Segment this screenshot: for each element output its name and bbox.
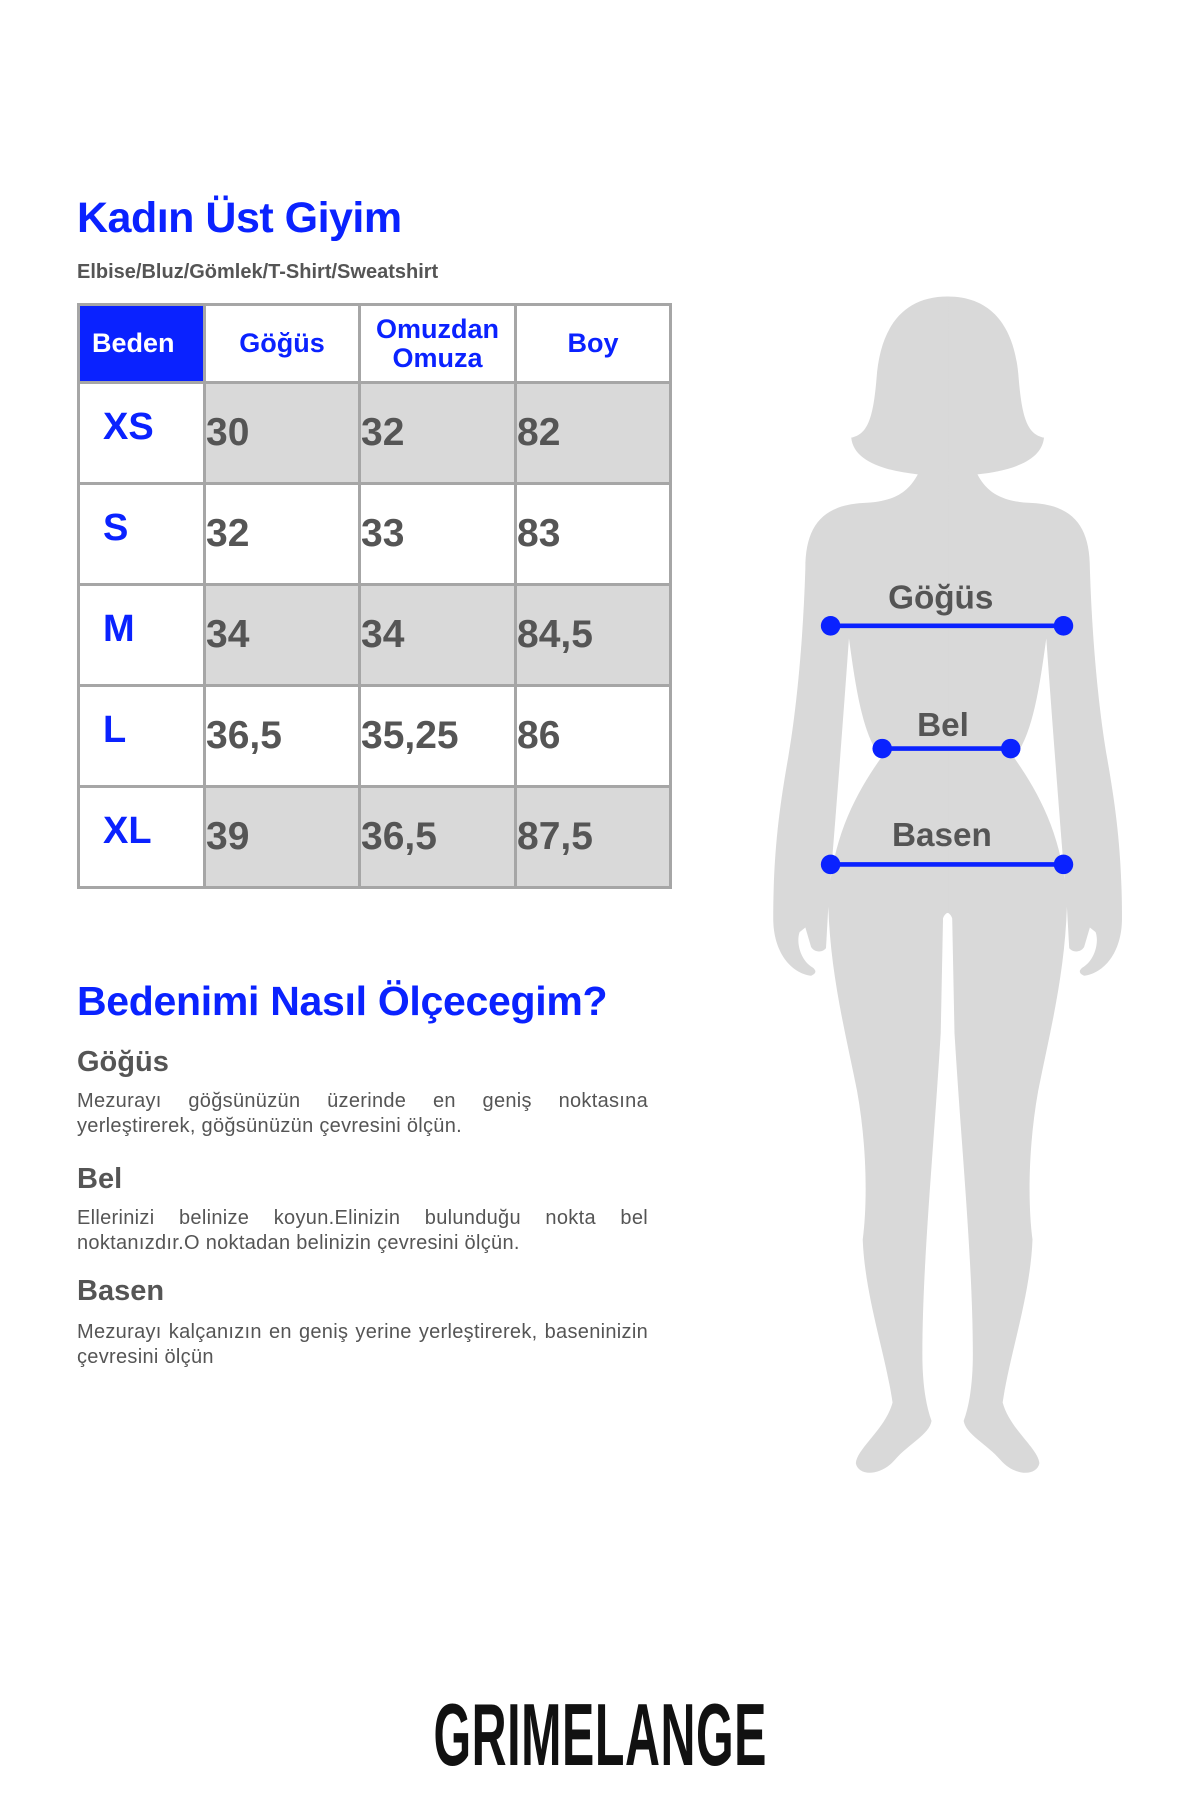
size-table: Beden Göğüs Omuzdan Omuza Boy XS 30 32 82… <box>77 303 672 889</box>
figure-label-waist: Bel <box>917 707 969 744</box>
waist-right-dot <box>1000 738 1021 759</box>
size-label: XS <box>77 381 206 485</box>
gogus-value: 30 <box>203 381 361 485</box>
chest-right-dot <box>1053 616 1074 636</box>
omuz-value: 34 <box>358 583 517 687</box>
chest-left-dot <box>820 616 841 636</box>
header-omuz-line2: Omuza <box>392 342 483 373</box>
gogus-value: 32 <box>203 482 361 586</box>
brand-logo-text: GRIMELANGE <box>433 1685 767 1784</box>
silhouette-left-half <box>773 296 949 1473</box>
section-text-basen: Mezurayı kalçanızın en geniş yerine yerl… <box>77 1321 648 1368</box>
header-beden: Beden <box>77 303 206 384</box>
table-row: XL 39 36,5 87,5 <box>77 785 672 889</box>
header-omuz: Omuzdan Omuza <box>358 303 517 384</box>
brand-logo: GRIMELANGE <box>0 1690 1200 1780</box>
header-gogus: Göğüs <box>203 303 361 384</box>
figure-label-chest: Göğüs <box>888 580 993 617</box>
boy-value: 82 <box>514 381 672 485</box>
section-heading-gogus: Göğüs <box>77 1046 169 1078</box>
header-boy: Boy <box>514 303 672 384</box>
hip-left-dot <box>820 854 841 875</box>
table-row: XS 30 32 82 <box>77 381 672 485</box>
boy-value: 86 <box>514 684 672 788</box>
size-label: XL <box>77 785 206 889</box>
boy-value: 83 <box>514 482 672 586</box>
size-label: M <box>77 583 206 687</box>
gogus-value: 34 <box>203 583 361 687</box>
gogus-value: 39 <box>203 785 361 889</box>
silhouette <box>773 296 1122 1473</box>
boy-value: 84,5 <box>514 583 672 687</box>
size-label: S <box>77 482 206 586</box>
page-title: Kadın Üst Giyim <box>77 194 402 242</box>
table-row: M 34 34 84,5 <box>77 583 672 687</box>
boy-value: 87,5 <box>514 785 672 889</box>
figure-label-hip: Basen <box>892 817 992 854</box>
page-subtitle: Elbise/Bluz/Gömlek/T-Shirt/Sweatshirt <box>77 261 439 283</box>
silhouette-right-half <box>946 296 1122 1473</box>
section-heading-basen: Basen <box>77 1275 165 1307</box>
waist-left-dot <box>872 738 892 759</box>
omuz-value: 35,25 <box>358 684 517 788</box>
omuz-value: 32 <box>358 381 517 485</box>
table-header-row: Beden Göğüs Omuzdan Omuza Boy <box>77 303 672 384</box>
size-label: L <box>77 684 206 788</box>
header-omuz-line1: Omuzdan <box>375 313 499 344</box>
table-row: S 32 33 83 <box>77 482 672 586</box>
omuz-value: 33 <box>358 482 517 586</box>
section-text-bel: Ellerinizi belinize koyun.Elinizin bulun… <box>77 1207 648 1254</box>
section-text-gogus: Mezurayı göğsünüzün üzerinde en geniş no… <box>77 1090 648 1137</box>
howto-title: Bedenimi Nasıl Ölçecegim? <box>77 978 608 1024</box>
gogus-value: 36,5 <box>203 684 361 788</box>
omuz-value: 36,5 <box>358 785 517 889</box>
table-row: L 36,5 35,25 86 <box>77 684 672 788</box>
hip-right-dot <box>1053 854 1074 875</box>
section-heading-bel: Bel <box>77 1163 123 1195</box>
